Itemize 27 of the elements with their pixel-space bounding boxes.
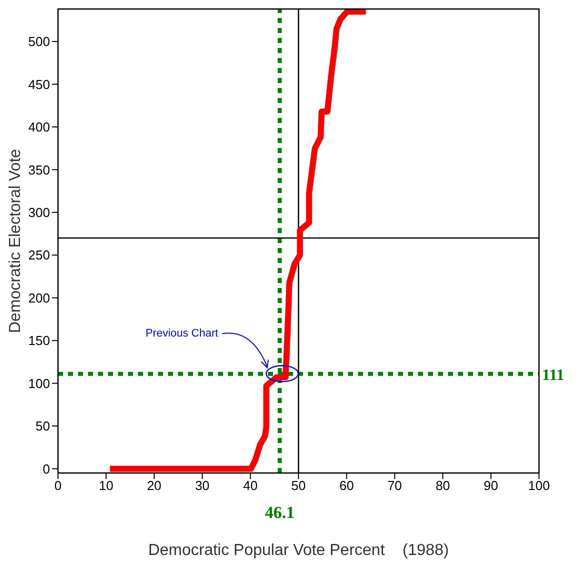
x-tick-label: 80 <box>436 478 450 494</box>
x-tick-label: 20 <box>146 478 162 494</box>
y-tick-label: 0 <box>42 461 50 476</box>
x-tick-label: 90 <box>484 478 498 494</box>
y-tick-label: 450 <box>28 76 50 92</box>
x-tick-label: 50 <box>291 478 306 494</box>
x-tick-label: 10 <box>98 478 114 494</box>
y-tick-label: 500 <box>28 34 50 50</box>
x-tick-label: 0 <box>54 478 62 494</box>
y-tick-label: 250 <box>28 248 50 263</box>
ref-line-label: 46.1 <box>264 503 295 522</box>
x-tick-label: 40 <box>243 478 258 494</box>
x-tick-label: 60 <box>339 478 354 494</box>
y-tick-label: 200 <box>28 290 50 306</box>
x-tick-label: 30 <box>195 478 210 494</box>
y-axis-title: Democratic Electoral Vote <box>7 148 24 334</box>
ref-line-label: 111 <box>542 366 564 384</box>
y-tick-label: 350 <box>28 162 50 178</box>
y-tick-label: 150 <box>28 333 50 348</box>
annotation: Previous Chart <box>145 328 218 340</box>
x-axis-title: Democratic Popular Vote Percent (1988) <box>148 542 449 559</box>
y-tick-label: 50 <box>36 418 50 434</box>
y-tick-label: 100 <box>28 376 50 391</box>
x-tick-label: 70 <box>387 478 402 494</box>
y-tick-label: 400 <box>28 120 50 135</box>
y-tick-label: 300 <box>28 204 50 220</box>
x-tick-label: 100 <box>528 478 550 494</box>
